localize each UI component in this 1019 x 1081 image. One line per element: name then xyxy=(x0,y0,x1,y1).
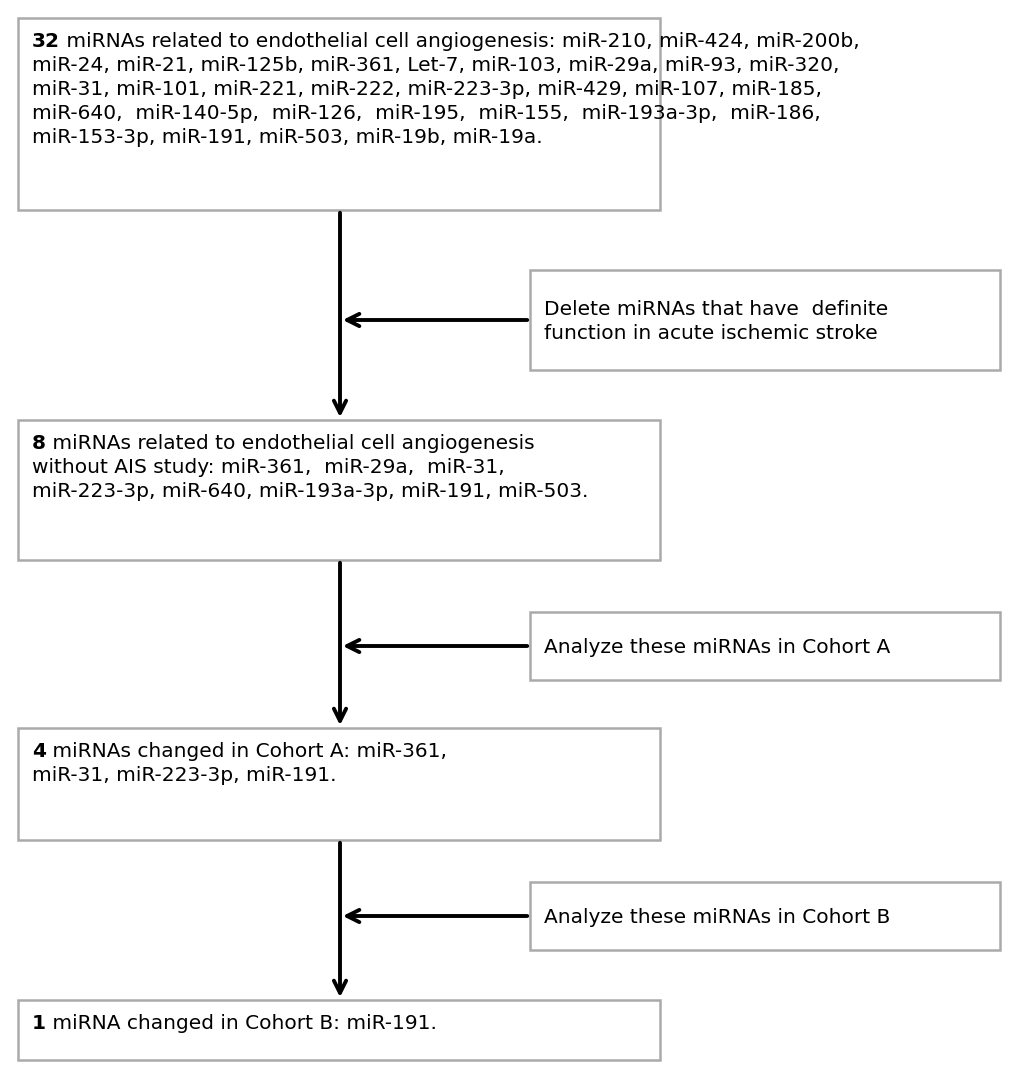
Bar xyxy=(18,728,659,840)
Text: miR-24, miR-21, miR-125b, miR-361, Let-7, miR-103, miR-29a, miR-93, miR-320,: miR-24, miR-21, miR-125b, miR-361, Let-7… xyxy=(32,56,839,75)
Text: function in acute ischemic stroke: function in acute ischemic stroke xyxy=(543,324,877,343)
Bar xyxy=(530,270,999,370)
Bar xyxy=(18,1000,659,1060)
Text: 8: 8 xyxy=(32,433,46,453)
Text: miR-31, miR-223-3p, miR-191.: miR-31, miR-223-3p, miR-191. xyxy=(32,766,336,785)
Bar xyxy=(18,421,659,560)
Text: miR-153-3p, miR-191, miR-503, miR-19b, miR-19a.: miR-153-3p, miR-191, miR-503, miR-19b, m… xyxy=(32,128,542,147)
Text: miRNAs related to endothelial cell angiogenesis: miRNAs related to endothelial cell angio… xyxy=(46,433,534,453)
Text: miR-640,  miR-140-5p,  miR-126,  miR-195,  miR-155,  miR-193a-3p,  miR-186,: miR-640, miR-140-5p, miR-126, miR-195, m… xyxy=(32,104,820,123)
Text: 1: 1 xyxy=(32,1014,46,1033)
Text: Analyze these miRNAs in Cohort B: Analyze these miRNAs in Cohort B xyxy=(543,908,890,927)
Text: 4: 4 xyxy=(32,742,46,761)
Text: miR-31, miR-101, miR-221, miR-222, miR-223-3p, miR-429, miR-107, miR-185,: miR-31, miR-101, miR-221, miR-222, miR-2… xyxy=(32,80,821,98)
Text: miRNAs changed in Cohort A: miR-361,: miRNAs changed in Cohort A: miR-361, xyxy=(46,742,446,761)
Text: Delete miRNAs that have  definite: Delete miRNAs that have definite xyxy=(543,301,888,319)
Text: Analyze these miRNAs in Cohort A: Analyze these miRNAs in Cohort A xyxy=(543,638,890,657)
Bar xyxy=(18,18,659,210)
Text: without AIS study: miR-361,  miR-29a,  miR-31,: without AIS study: miR-361, miR-29a, miR… xyxy=(32,458,504,477)
Text: miRNA changed in Cohort B: miR-191.: miRNA changed in Cohort B: miR-191. xyxy=(46,1014,436,1033)
Bar xyxy=(530,882,999,950)
Text: miRNAs related to endothelial cell angiogenesis: miR-210, miR-424, miR-200b,: miRNAs related to endothelial cell angio… xyxy=(60,32,859,51)
Bar xyxy=(530,612,999,680)
Text: 32: 32 xyxy=(32,32,60,51)
Text: miR-223-3p, miR-640, miR-193a-3p, miR-191, miR-503.: miR-223-3p, miR-640, miR-193a-3p, miR-19… xyxy=(32,482,588,501)
